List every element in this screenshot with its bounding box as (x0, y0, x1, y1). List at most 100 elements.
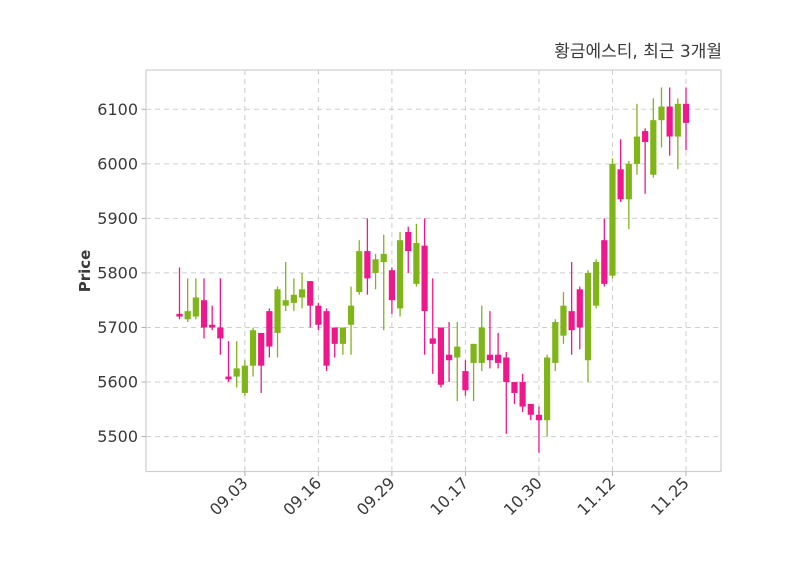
candle-body-up (454, 346, 461, 358)
y-tick-label: 5700 (97, 318, 138, 337)
candle-body-down (601, 240, 608, 284)
candle-body-up (233, 368, 240, 377)
candle-body-down (429, 338, 436, 344)
candle-body-down (527, 403, 534, 415)
candle-body-down (307, 281, 314, 306)
candle-body-up (650, 120, 657, 175)
candle (339, 327, 346, 355)
candle (674, 98, 681, 170)
candle-body-up (356, 251, 363, 293)
candle-body-up (552, 322, 559, 363)
candle (266, 308, 273, 358)
candle-body-up (470, 343, 477, 363)
candle (593, 259, 600, 309)
candle (445, 322, 453, 383)
candle (315, 302, 322, 331)
candle (495, 332, 502, 369)
candle-body-down (576, 289, 583, 328)
candle (290, 278, 297, 312)
candle-body-down (666, 106, 673, 137)
candle (241, 360, 248, 396)
candle (372, 253, 379, 290)
candle (176, 267, 183, 320)
candle-body-down (225, 376, 232, 380)
candle (617, 139, 624, 203)
candle-body-down (323, 311, 330, 366)
axes-spines (145, 69, 722, 473)
candles-series (176, 87, 690, 453)
candle (249, 327, 257, 377)
candle-body-up (593, 262, 600, 306)
candle (405, 226, 412, 273)
candle-body-up (584, 272, 592, 361)
candle-body-down (209, 324, 216, 328)
candle-body-up (192, 297, 199, 317)
candle (682, 87, 690, 151)
candle-body-up (609, 163, 616, 276)
candle-body-down (486, 354, 494, 361)
candle (233, 341, 240, 388)
candle (568, 262, 575, 355)
candle-body-up (396, 240, 404, 309)
candle (356, 240, 363, 295)
candle-body-down (200, 300, 208, 328)
x-tick-label: 10.17 (426, 473, 472, 519)
candle-body-down (421, 245, 428, 312)
candle (666, 87, 673, 156)
candle-body-down (462, 371, 469, 391)
candle (429, 278, 436, 374)
candle-body-down (642, 131, 649, 143)
candle (584, 270, 592, 383)
candle-body-up (478, 327, 485, 363)
candle (258, 332, 265, 393)
candle-body-up (339, 327, 346, 344)
candle-body-down (617, 169, 624, 200)
candle (454, 322, 461, 402)
candle (200, 278, 208, 339)
candle-body-down (568, 311, 575, 331)
candle-body-down (405, 232, 412, 252)
candle (478, 305, 485, 372)
candle-body-down (682, 103, 690, 123)
candle (184, 278, 191, 323)
y-axis-label: Price (76, 250, 94, 293)
y-axis-tick-labels: 5500 5600 5700 5800 5900 6000 6100 (97, 100, 138, 446)
candle (527, 403, 534, 421)
candle-body-up (633, 136, 641, 164)
candle (217, 278, 224, 355)
candle-body-down (266, 311, 273, 347)
candle-body-down (364, 251, 371, 279)
candle (609, 158, 616, 279)
candle (511, 382, 518, 404)
candle (380, 234, 387, 331)
plot-border (145, 69, 722, 473)
y-tick-label: 6000 (97, 154, 138, 173)
candle (192, 278, 199, 320)
candle (544, 354, 551, 437)
candle (625, 161, 632, 230)
x-tick-label: 09.03 (206, 473, 252, 519)
candle (437, 327, 445, 388)
candle-body-up (347, 305, 355, 325)
x-tick-label: 11.25 (647, 473, 693, 519)
candle-body-up (380, 253, 387, 263)
x-tick-label: 11.12 (573, 473, 619, 519)
y-tick-label: 5500 (97, 427, 138, 446)
candle (298, 272, 306, 309)
candle-body-down (388, 270, 396, 301)
candle (552, 319, 559, 372)
candle (323, 308, 330, 372)
candle-body-up (372, 259, 379, 273)
candle (331, 327, 338, 358)
candle-body-up (413, 242, 420, 284)
candle-body-up (184, 311, 191, 320)
candle-body-up (658, 106, 665, 121)
candle (364, 218, 371, 295)
candle-body-down (331, 327, 338, 344)
x-axis-tick-labels: 09.03 09.16 09.29 10.17 10.30 11.12 11.25 (206, 473, 693, 519)
candle-body-up (674, 103, 681, 137)
candle-body-down (445, 354, 453, 361)
tick-marks (141, 108, 687, 476)
